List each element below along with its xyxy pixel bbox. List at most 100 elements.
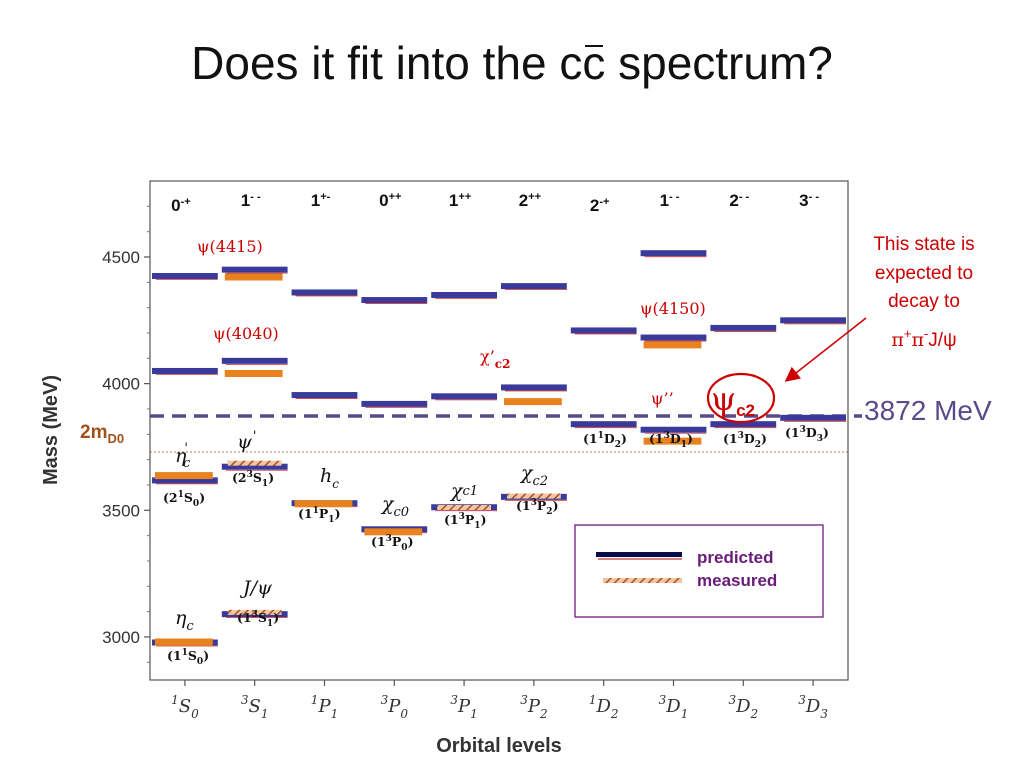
label-psi-double-prime: ψ’’: [651, 389, 674, 408]
predicted-level: [152, 367, 218, 374]
jpc-label: 0-+: [171, 196, 191, 215]
predicted-level: [291, 289, 358, 296]
predicted-level: [152, 272, 218, 279]
measured-level-hatched: [227, 609, 282, 615]
measured-level-hatched: [437, 505, 491, 511]
measured-level: [224, 273, 283, 281]
measured-level: [364, 528, 423, 536]
x-axis-label: Orbital levels: [436, 735, 562, 757]
title-text-pre: Does it fit into the c: [191, 37, 583, 89]
predicted-level: [640, 334, 707, 341]
predicted-level: [710, 324, 777, 331]
predicted-level: [221, 266, 288, 273]
predicted-level: [431, 291, 497, 298]
term-1-1s0: (11S0): [167, 648, 209, 667]
predicted-level: [361, 400, 428, 407]
measured-level: [155, 472, 213, 480]
title-cbar: c: [582, 37, 606, 89]
predicted-level: [501, 384, 567, 391]
label-psi-4415: ψ(4415): [197, 237, 263, 256]
annotation-arrow: [784, 317, 867, 382]
label-h-c: hc: [320, 465, 339, 491]
label-psi-c2: ψc2: [711, 380, 755, 420]
measured-level: [643, 341, 702, 349]
predicted-level: [221, 357, 288, 364]
term-1-3p0: (13P0): [371, 534, 413, 553]
predicted-level: [570, 421, 637, 428]
x-tick-label: 3P0: [381, 693, 409, 721]
x-tick-label: 3P1: [450, 693, 477, 721]
predicted-level: [501, 283, 567, 290]
jpc-label: 1+-: [311, 191, 331, 210]
term-2-1s0: (21S0): [163, 490, 205, 509]
label-chi-c1: χc1: [449, 480, 478, 502]
x-tick-label: 3P2: [520, 693, 547, 721]
y-tick-label: 4000: [102, 375, 140, 394]
jpc-label: 0++: [379, 191, 401, 210]
jpc-label: 2-+: [590, 196, 610, 215]
annotation-line-1: This state is: [873, 234, 974, 255]
predicted-level: [291, 392, 358, 399]
label-eta-c-2s: η' c: [175, 441, 191, 471]
measured-level: [155, 638, 213, 646]
predicted-level: [780, 317, 846, 324]
slide-title: Does it fit into the cc spectrum?: [0, 36, 1024, 90]
label-j-psi: J/ψ: [239, 577, 273, 599]
predicted-level: [431, 393, 497, 400]
predicted-level: [710, 421, 777, 428]
predicted-level: [640, 426, 707, 433]
legend-predicted-label: predicted: [697, 548, 774, 567]
label-chi-c2: χc2: [519, 462, 548, 489]
annotation-line-3: decay to: [888, 291, 960, 312]
predicted-level: [780, 414, 846, 421]
x-tick-label: 3D3: [798, 693, 828, 721]
y-tick-label: 4500: [102, 248, 140, 267]
term-1-3p2: (13P2): [516, 498, 558, 517]
x-tick-label: 1S0: [171, 693, 199, 721]
measured-level-hatched: [507, 493, 561, 499]
term-1-3d1: (13D1): [649, 431, 693, 450]
jpc-label: 1++: [449, 191, 471, 210]
predicted-level: [570, 327, 637, 334]
predicted-level: [221, 463, 288, 470]
measured-level: [294, 500, 353, 508]
legend-measured-swatch: [603, 578, 682, 583]
annotation-line-2: expected to: [875, 263, 973, 284]
jpc-label: 1- -: [241, 191, 261, 210]
psi-c2-circle: [706, 372, 776, 424]
term-1-1p1: (11P1): [298, 506, 340, 525]
measured-level: [643, 437, 702, 445]
term-1-3d2: (13D2): [723, 431, 767, 450]
jpc-label: 2++: [519, 191, 541, 210]
predicted-level: [640, 250, 707, 257]
term-1-1d2: (11D2): [583, 431, 627, 450]
label-psi-2s: ψ': [237, 429, 256, 453]
y-axis-label: Mass (MeV): [40, 375, 62, 485]
jpc-label: 2- -: [729, 191, 749, 210]
legend-measured-label: measured: [697, 571, 777, 590]
annotation-line-4: π+π-J/ψ: [891, 326, 956, 351]
x-tick-label: 3D1: [659, 693, 689, 721]
jpc-label: 1- -: [660, 191, 680, 210]
x-tick-label: 1D2: [589, 693, 619, 721]
label-chi-c2-prime: χ’c2: [480, 347, 510, 371]
term-1-3p1: (13P1): [444, 512, 486, 531]
title-text-post: spectrum?: [605, 37, 833, 89]
threshold-2md0-label: 2mD0: [80, 422, 124, 446]
x-tick-label: 1P1: [311, 693, 338, 721]
term-1-3s1: (13S1): [237, 610, 279, 629]
measured-level-hatched: [227, 460, 282, 466]
x-tick-label: 3D2: [728, 693, 758, 721]
term-2-3s1: (23S1): [232, 470, 274, 489]
legend-box: [574, 524, 824, 618]
x-tick-label: 3S1: [241, 693, 269, 721]
predicted-level: [361, 297, 428, 304]
threshold-3872-label: 3872 MeV: [864, 395, 992, 426]
term-1-3d3: (13D3): [785, 425, 829, 444]
measured-level: [224, 370, 283, 378]
label-psi-4150: ψ(4150): [640, 299, 706, 318]
label-eta-c: ηc: [175, 607, 194, 634]
label-chi-c0: χc0: [380, 493, 409, 520]
legend-predicted-swatch: [596, 552, 682, 557]
